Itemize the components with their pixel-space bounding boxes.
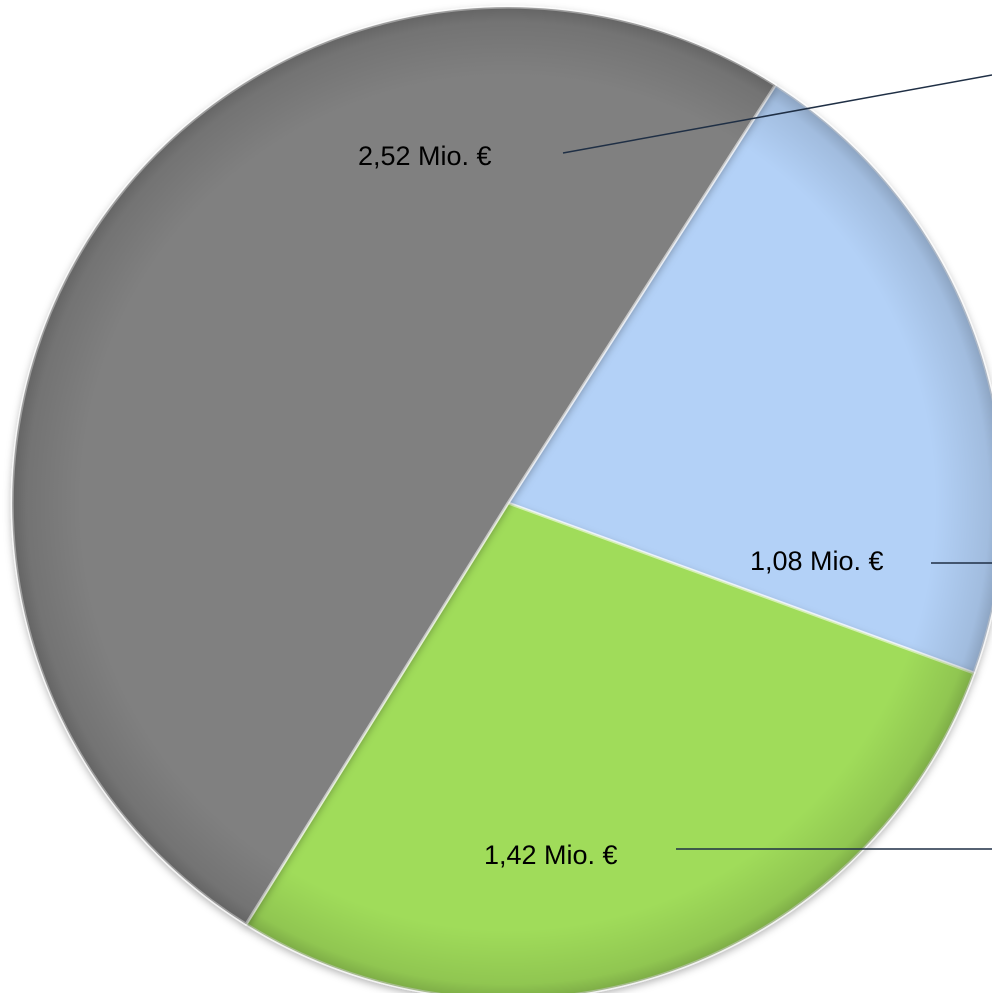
- data-labels: 1,08 Mio. € 1,42 Mio. € 2,52 Mio. €: [358, 141, 884, 870]
- data-label-2: 1,42 Mio. €: [484, 840, 618, 870]
- leader-line-3: [562, 74, 992, 154]
- leader-lines: [562, 74, 992, 850]
- data-label-1: 1,08 Mio. €: [750, 546, 884, 576]
- data-label-3: 2,52 Mio. €: [358, 141, 492, 171]
